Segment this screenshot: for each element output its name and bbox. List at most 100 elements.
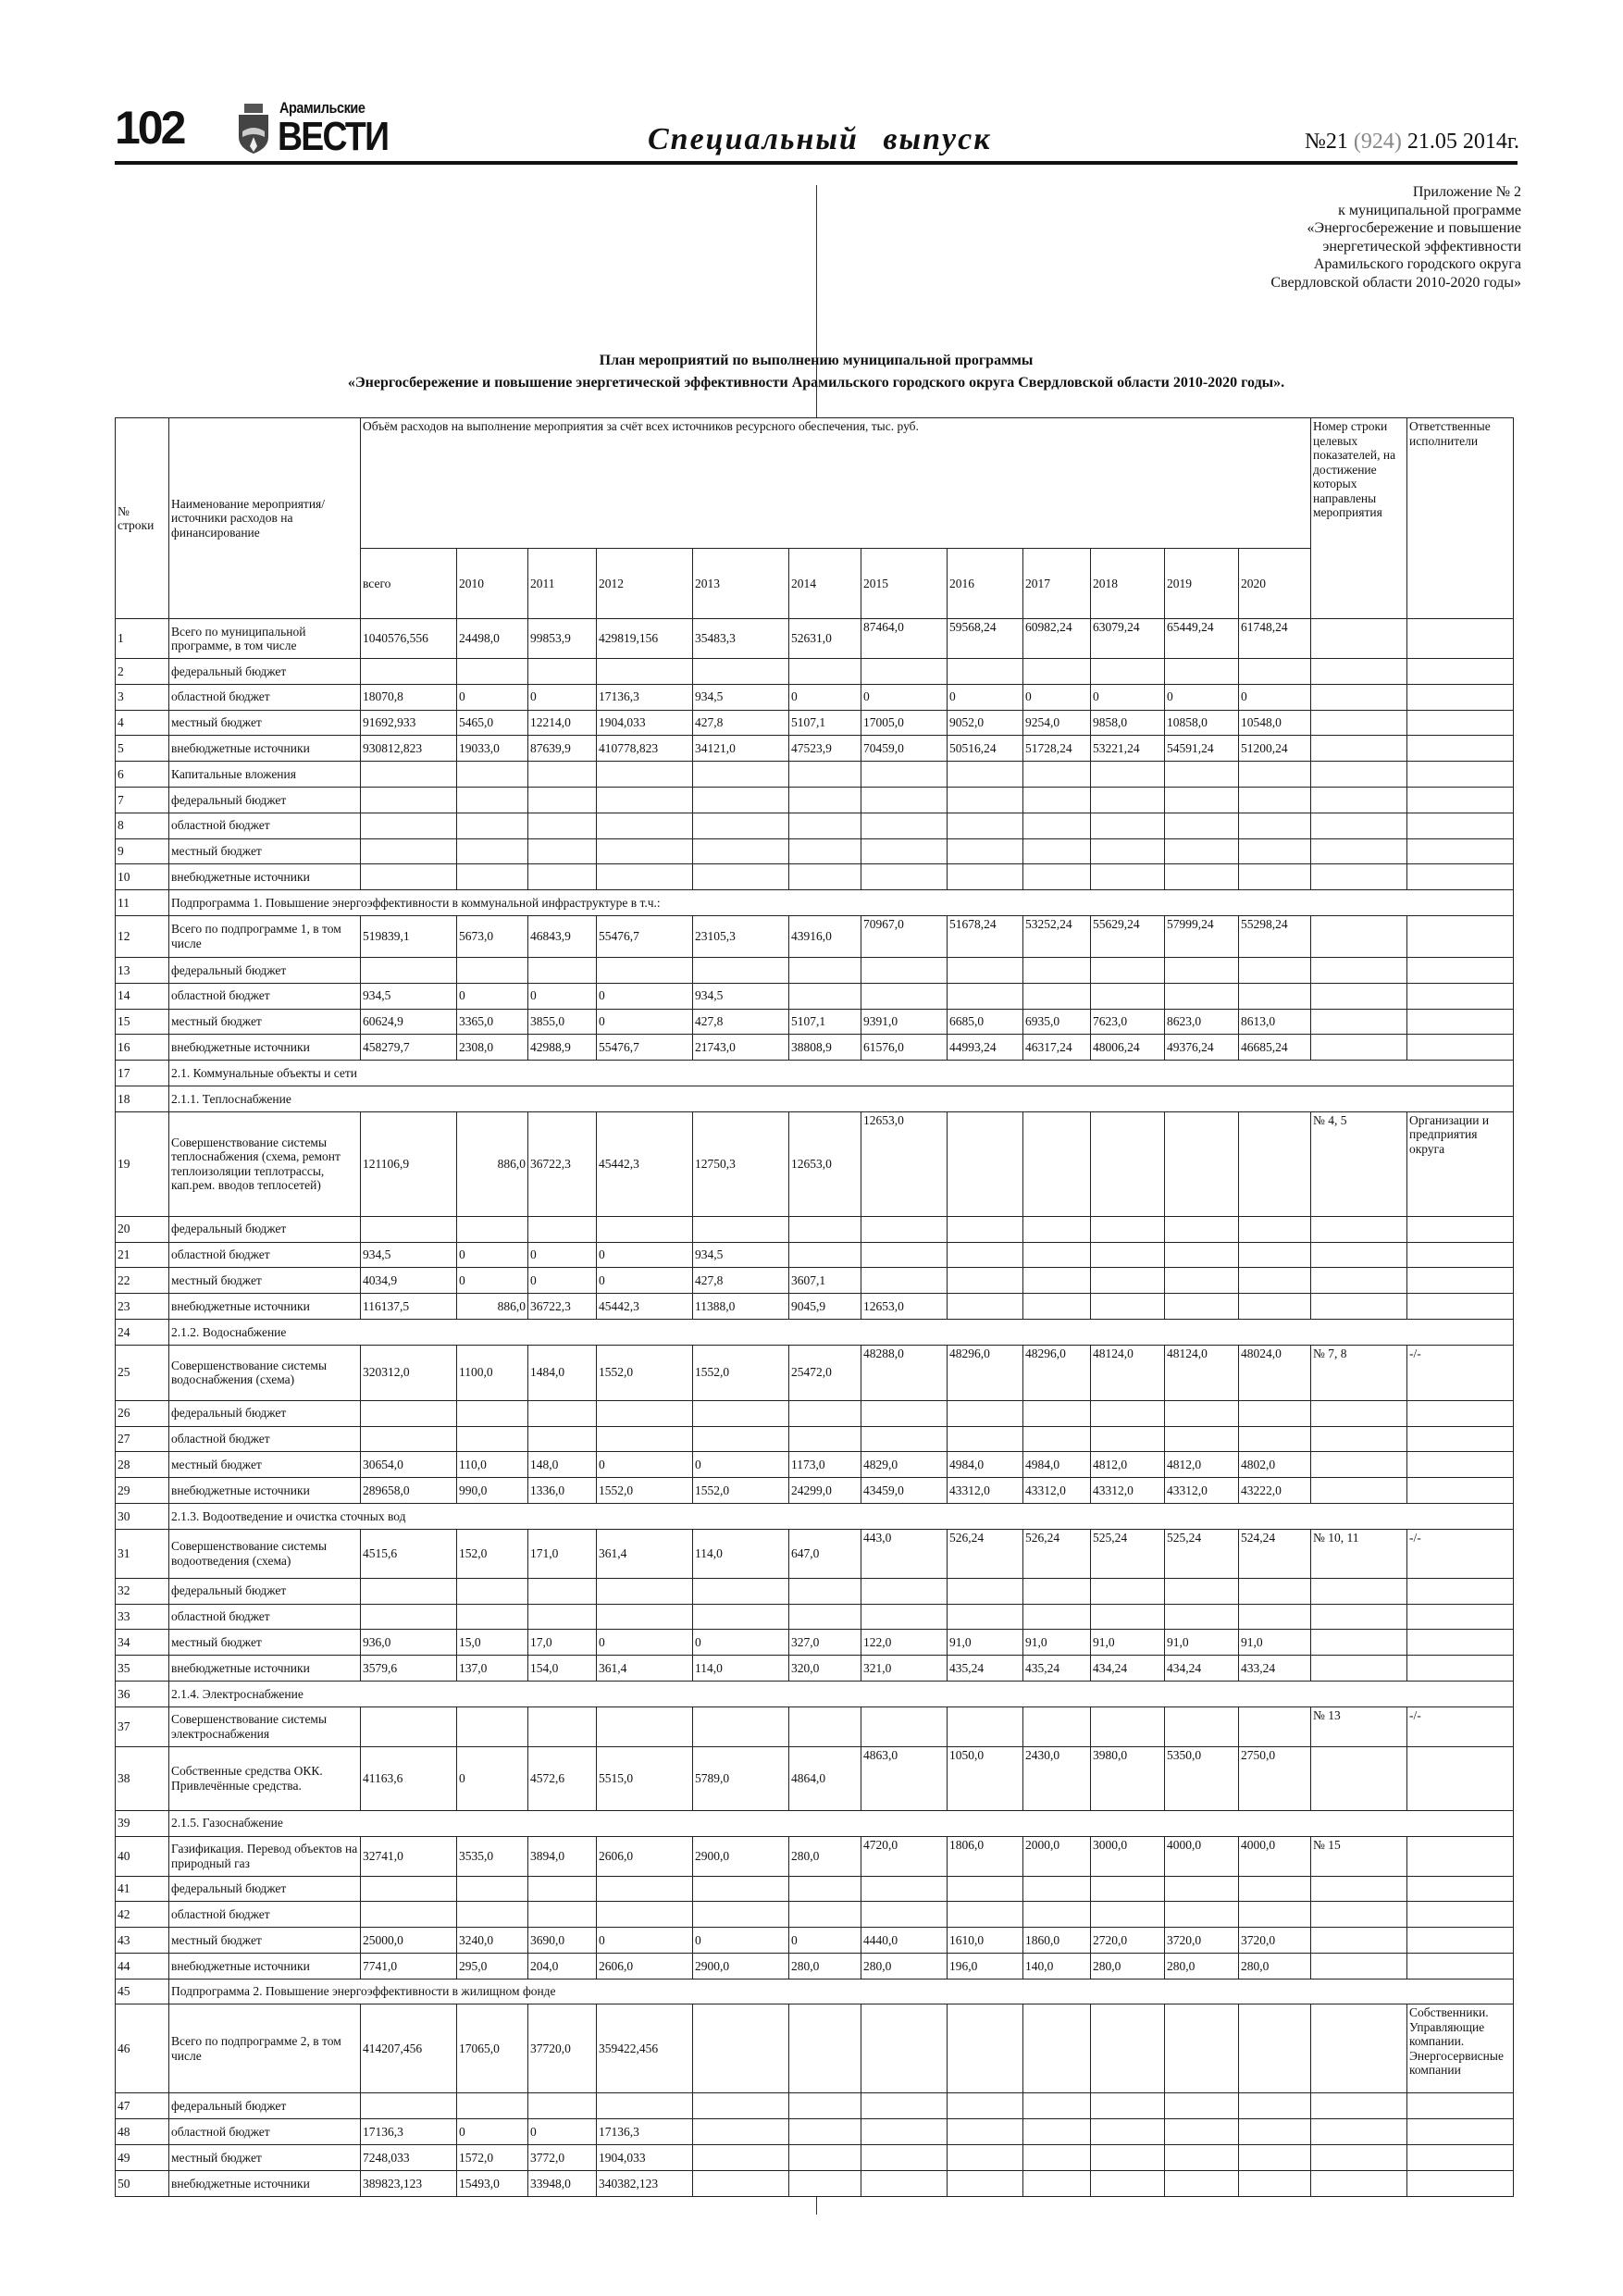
responsible-cell xyxy=(1406,1745,1514,1811)
value-cell: 0 xyxy=(788,683,861,711)
value-cell: 114,0 xyxy=(692,1528,789,1579)
row-name-cell: федеральный бюджет xyxy=(168,1399,361,1427)
value-cell xyxy=(1090,2144,1165,2171)
value-cell: 0 xyxy=(456,1241,528,1269)
value-cell xyxy=(1164,956,1239,984)
value-cell: 10858,0 xyxy=(1164,709,1239,737)
value-cell: 12653,0 xyxy=(861,1111,948,1217)
value-cell xyxy=(788,1875,861,1903)
value-cell: 429819,156 xyxy=(596,618,693,659)
value-cell xyxy=(1022,2092,1091,2120)
value-cell: 1806,0 xyxy=(947,1835,1023,1877)
row-name-cell: Всего по подпрограмме 2, в том числе xyxy=(168,2004,361,2094)
value-cell: 3772,0 xyxy=(527,2144,597,2171)
value-cell xyxy=(456,1706,528,1747)
value-cell: 55298,24 xyxy=(1238,914,1311,958)
row-number-cell: 42 xyxy=(115,1901,169,1929)
value-cell xyxy=(456,863,528,891)
responsible-cell xyxy=(1406,812,1514,839)
value-cell xyxy=(947,812,1023,839)
responsible-cell xyxy=(1406,1034,1514,1061)
value-cell xyxy=(1022,956,1091,984)
value-cell: 12653,0 xyxy=(861,1293,948,1320)
value-cell: 4863,0 xyxy=(861,1745,948,1811)
value-cell xyxy=(527,956,597,984)
target-indicator-cell xyxy=(1310,1927,1407,1954)
target-indicator-cell: № 10, 11 xyxy=(1310,1528,1407,1579)
value-cell xyxy=(360,1706,457,1747)
value-cell xyxy=(947,2118,1023,2146)
value-cell: 4572,6 xyxy=(527,1745,597,1811)
row-name-cell: Совершенствование системы водоотведения … xyxy=(168,1528,361,1579)
value-cell: 1552,0 xyxy=(596,1344,693,1401)
value-cell xyxy=(692,1603,789,1631)
newspaper-logo: Арамильские ВЕСТИ xyxy=(237,100,413,159)
value-cell: 5515,0 xyxy=(596,1745,693,1811)
value-cell: 2900,0 xyxy=(692,1835,789,1877)
value-cell xyxy=(1238,2004,1311,2094)
value-cell xyxy=(1164,1241,1239,1269)
table-row: 42 областной бюджет xyxy=(115,1901,1514,1929)
value-cell xyxy=(788,863,861,891)
value-cell: 320312,0 xyxy=(360,1344,457,1401)
value-cell: 361,4 xyxy=(596,1528,693,1579)
value-cell: 934,5 xyxy=(360,1241,457,1269)
value-cell: 280,0 xyxy=(1164,1952,1239,1980)
value-cell xyxy=(788,2144,861,2171)
header-year: 2019 xyxy=(1164,548,1239,619)
value-cell xyxy=(1090,761,1165,788)
row-number-cell: 14 xyxy=(115,982,169,1010)
value-cell xyxy=(456,1425,528,1453)
target-indicator-cell xyxy=(1310,2169,1407,2197)
value-cell xyxy=(1090,1425,1165,1453)
value-cell xyxy=(947,1577,1023,1605)
value-cell: 55629,24 xyxy=(1090,914,1165,958)
row-number-cell: 46 xyxy=(115,2004,169,2094)
value-cell: 3579,6 xyxy=(360,1655,457,1682)
table-row: 19 Совершенствование системы теплоснабжен… xyxy=(115,1111,1514,1217)
target-indicator-cell xyxy=(1310,1241,1407,1269)
responsible-cell: -/- xyxy=(1406,1706,1514,1747)
value-cell xyxy=(456,956,528,984)
header-year: 2016 xyxy=(947,548,1023,619)
section-row: 24 2.1.2. Водоснабжение xyxy=(115,1318,1514,1346)
value-cell: 524,24 xyxy=(1238,1528,1311,1579)
value-cell: 42988,9 xyxy=(527,1034,597,1061)
value-cell: 414207,456 xyxy=(360,2004,457,2094)
responsible-cell xyxy=(1406,914,1514,958)
target-indicator-cell xyxy=(1310,1215,1407,1243)
value-cell: 2606,0 xyxy=(596,1835,693,1877)
value-cell: 24498,0 xyxy=(456,618,528,659)
value-cell xyxy=(596,1706,693,1747)
value-cell xyxy=(360,838,457,865)
value-cell: 321,0 xyxy=(861,1655,948,1682)
value-cell xyxy=(947,1111,1023,1217)
row-name-cell: внебюджетные источники xyxy=(168,1655,361,1682)
value-cell: 280,0 xyxy=(1090,1952,1165,1980)
value-cell xyxy=(861,838,948,865)
value-cell: 51678,24 xyxy=(947,914,1023,958)
value-cell xyxy=(1090,2004,1165,2094)
value-cell xyxy=(596,1425,693,1453)
row-name-cell: внебюджетные источники xyxy=(168,1034,361,1061)
value-cell: 114,0 xyxy=(692,1655,789,1682)
value-cell: 0 xyxy=(456,1745,528,1811)
value-cell xyxy=(360,863,457,891)
value-cell: 443,0 xyxy=(861,1528,948,1579)
value-cell xyxy=(596,1875,693,1903)
row-name-cell: областной бюджет xyxy=(168,2118,361,2146)
value-cell xyxy=(527,863,597,891)
value-cell: 23105,3 xyxy=(692,914,789,958)
value-cell: 1904,033 xyxy=(596,2144,693,2171)
table-row: 15 местный бюджет 60624,9 3365,0 3855,0 0 427,… xyxy=(115,1008,1514,1036)
value-cell: 6935,0 xyxy=(1022,1008,1091,1036)
row-number-cell: 38 xyxy=(115,1745,169,1811)
column-divider xyxy=(816,185,817,417)
row-number-cell: 6 xyxy=(115,761,169,788)
value-cell xyxy=(360,1603,457,1631)
table-row: 25 Совершенствование системы водоснабжени… xyxy=(115,1344,1514,1401)
row-name-cell: федеральный бюджет xyxy=(168,1875,361,1903)
value-cell xyxy=(360,1425,457,1453)
value-cell xyxy=(527,1399,597,1427)
value-cell xyxy=(1238,761,1311,788)
